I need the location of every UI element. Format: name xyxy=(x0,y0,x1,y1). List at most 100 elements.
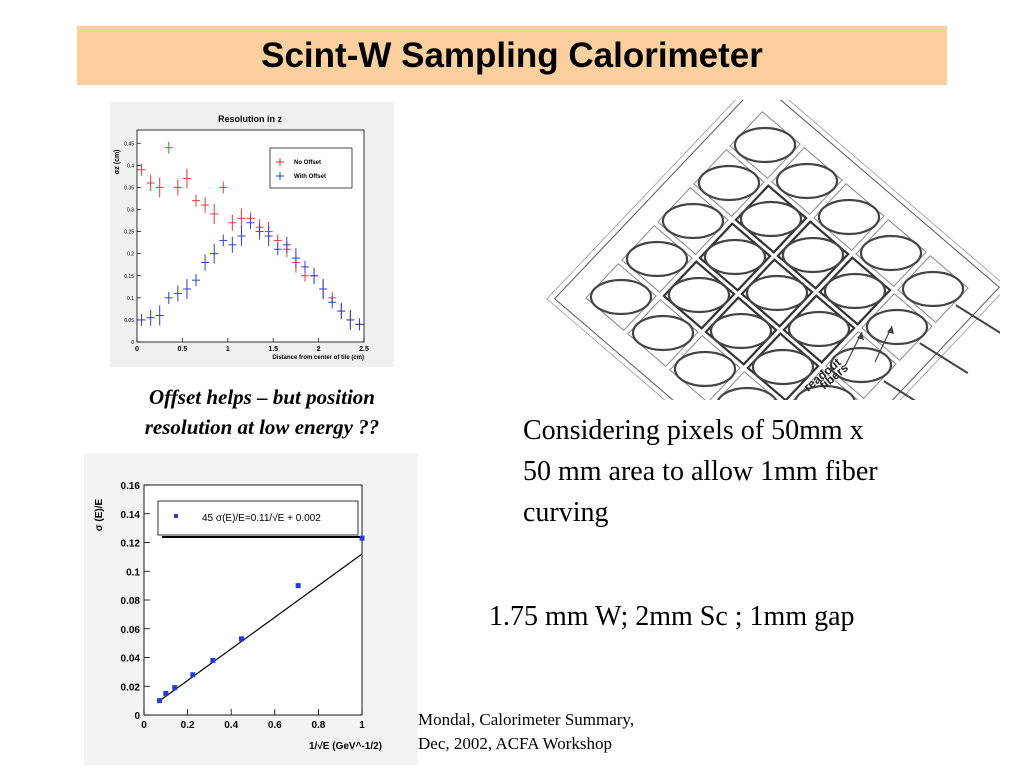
legend-label: With Offset xyxy=(294,174,326,180)
fiber-loop xyxy=(673,350,737,388)
y-tick-label: 0 xyxy=(134,711,140,722)
x-tick-label: 1 xyxy=(359,720,365,731)
y-tick-label: 0.15 xyxy=(124,274,134,280)
fit-line xyxy=(156,553,363,704)
readout-fiber xyxy=(955,304,1000,334)
y-axis-label: σz (cm) xyxy=(114,149,121,174)
y-tick-label: 0.1 xyxy=(127,296,134,302)
readout-fiber xyxy=(883,380,916,400)
caption-line-1: Offset helps – but position xyxy=(149,385,375,409)
data-point xyxy=(295,583,301,589)
resolution-z-chart: Resolution in z 0 0.5 1 1.5 2 2.5 0 0.05 0.1 0.15 0… xyxy=(110,102,394,367)
tile xyxy=(776,220,850,290)
fiber-loop xyxy=(709,312,773,350)
data-point xyxy=(238,636,244,642)
fiber-loop xyxy=(625,240,689,278)
data-point xyxy=(163,690,169,696)
plot-caption: Offset helps – but position resolution a… xyxy=(112,382,412,442)
fiber-loop xyxy=(745,274,809,312)
tile xyxy=(585,263,657,331)
tile xyxy=(704,296,778,366)
tile xyxy=(825,331,897,399)
legend-box xyxy=(269,147,353,189)
energy-resolution-chart: 0 0.2 0.4 0.6 0.8 1 0 0.02 0.04 0.06 0.08 0.1 0.12 0.… xyxy=(84,453,418,765)
x-tick-label: 1.5 xyxy=(268,346,278,353)
x-tick-label: 2 xyxy=(317,346,321,353)
readout-fiber xyxy=(919,342,969,374)
y-tick-label: 0.2 xyxy=(127,252,134,258)
fiber-loop xyxy=(787,310,851,348)
y-tick-label: 0.04 xyxy=(121,654,141,665)
y-tick-label: 0.05 xyxy=(124,318,134,324)
tile xyxy=(657,187,729,255)
pixel-line-1: Considering pixels of 50mm x xyxy=(523,415,864,446)
legend-box xyxy=(157,500,359,536)
tile xyxy=(693,149,765,217)
fiber-loop xyxy=(733,126,797,164)
fiber-loop xyxy=(901,270,965,308)
y-tick-label: 0.25 xyxy=(124,230,134,236)
fiber-loop xyxy=(781,236,845,274)
legend-marker xyxy=(174,514,178,518)
resolution-z-svg: Resolution in z 0 0.5 1 1.5 2 2.5 0 0.05 0.1 0.15 0… xyxy=(114,114,369,361)
fiber-loop xyxy=(823,272,887,310)
x-tick-label: 1 xyxy=(226,346,230,353)
tile xyxy=(792,369,859,400)
data-point xyxy=(190,672,196,678)
fiber-loop xyxy=(717,386,777,400)
tile xyxy=(740,258,814,328)
tile xyxy=(662,260,736,330)
fiber-loop xyxy=(631,314,695,352)
y-tick-label: 0.12 xyxy=(121,539,141,550)
data-point xyxy=(156,698,162,704)
y-tick-label: 0.4 xyxy=(127,163,134,169)
tile xyxy=(627,299,699,367)
y-tick-label: 0.1 xyxy=(126,567,140,578)
tile xyxy=(782,294,856,364)
pixel-description: Considering pixels of 50mm x 50 mm area … xyxy=(523,410,983,533)
fiber-loop xyxy=(865,308,929,346)
x-tick-label: 0.5 xyxy=(178,346,188,353)
tile xyxy=(729,111,801,179)
tile xyxy=(669,335,741,400)
y-tick-label: 0.45 xyxy=(124,141,134,147)
caption-line-2: resolution at low energy ?? xyxy=(144,415,380,439)
tile xyxy=(897,255,969,323)
tile xyxy=(734,184,808,254)
footer-citation: Mondal, Calorimeter Summary, Dec, 2002, … xyxy=(418,708,668,756)
data-point xyxy=(210,657,216,663)
tile xyxy=(818,256,892,326)
x-tick-label: 0.4 xyxy=(224,720,238,731)
pixel-line-2: 50 mm area to allow 1mm fiber xyxy=(523,456,878,487)
data-point xyxy=(172,685,178,691)
x-axis-label: Distance from center of tile (cm) xyxy=(272,355,364,361)
tile xyxy=(746,332,820,400)
footer-line-1: Mondal, Calorimeter Summary, xyxy=(418,710,635,729)
x-tick-label: 0.6 xyxy=(268,720,282,731)
tile xyxy=(716,371,779,400)
layer-spec-text: 1.75 mm W; 2mm Sc ; 1mm gap xyxy=(489,601,855,632)
layer-spec: 1.75 mm W; 2mm Sc ; 1mm gap xyxy=(489,597,969,637)
x-tick-label: 0 xyxy=(135,346,139,353)
fiber-loop xyxy=(751,348,815,386)
x-tick-label: 0.8 xyxy=(311,720,325,731)
fiber-loop xyxy=(775,162,839,200)
x-tick-label: 0.2 xyxy=(181,720,195,731)
y-tick-label: 0 xyxy=(131,340,134,346)
y-tick-label: 0.06 xyxy=(121,625,141,636)
legend-label: No Offset xyxy=(294,160,321,166)
arrow-head xyxy=(857,332,864,340)
footer-line-2: Dec, 2002, ACFA Workshop xyxy=(418,734,612,753)
tile xyxy=(621,225,693,293)
fiber-loop xyxy=(859,234,923,272)
energy-resolution-svg: 0 0.2 0.4 0.6 0.8 1 0 0.02 0.04 0.06 0.08 0.1 0.12 0.… xyxy=(94,481,382,752)
x-tick-label: 0 xyxy=(141,720,147,731)
fiber-loop xyxy=(703,238,767,276)
tile xyxy=(771,147,843,215)
base-plate-outline xyxy=(553,100,1000,400)
title-bar: Scint-W Sampling Calorimeter xyxy=(77,26,947,85)
tile xyxy=(813,183,885,251)
page-title: Scint-W Sampling Calorimeter xyxy=(261,35,763,75)
y-axis-label: σ (E)/E xyxy=(94,498,105,531)
